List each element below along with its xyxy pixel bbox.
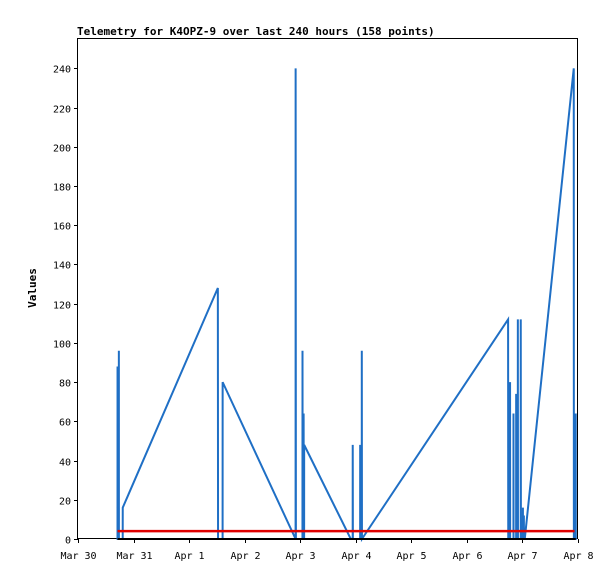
y-tick-label: 160	[53, 222, 71, 233]
series-line-1	[116, 68, 577, 543]
x-tick-label: Apr 4	[341, 551, 371, 562]
x-tick-label: Apr 2	[230, 551, 260, 562]
x-tick-label: Mar 30	[60, 551, 96, 562]
x-tick-label: Apr 3	[285, 551, 315, 562]
y-tick-label: 100	[53, 340, 71, 351]
series-layer	[116, 68, 577, 543]
x-tick-label: Apr 1	[174, 551, 204, 562]
y-tick-label: 80	[59, 379, 71, 390]
x-tick-label: Apr 7	[507, 551, 537, 562]
y-tick-label: 200	[53, 144, 71, 155]
chart-title: Telemetry for K4OPZ-9 over last 240 hour…	[77, 25, 435, 38]
x-axis: Mar 30 Mar 31 Apr 1 Apr 2 Apr 3 Apr 4 Apr 5 Apr…	[60, 539, 594, 562]
y-axis-label: Values	[26, 268, 39, 308]
y-axis: 0 20 40 60 80 100 120 140 160 180 200 220 240	[53, 65, 78, 547]
plot-frame	[77, 38, 578, 539]
x-tick-label: Mar 31	[116, 551, 152, 562]
y-tick-label: 180	[53, 183, 71, 194]
y-tick-label: 120	[53, 301, 71, 312]
y-tick-label: 60	[59, 418, 71, 429]
y-tick-label: 240	[53, 65, 71, 76]
y-tick-label: 220	[53, 105, 71, 116]
y-tick-label: 0	[65, 536, 71, 547]
x-tick-label: Apr 6	[452, 551, 482, 562]
y-tick-label: 40	[59, 458, 71, 469]
x-tick-label: Apr 5	[396, 551, 426, 562]
y-tick-label: 140	[53, 261, 71, 272]
y-tick-label: 20	[59, 497, 71, 508]
x-tick-label: Apr 8	[563, 551, 593, 562]
